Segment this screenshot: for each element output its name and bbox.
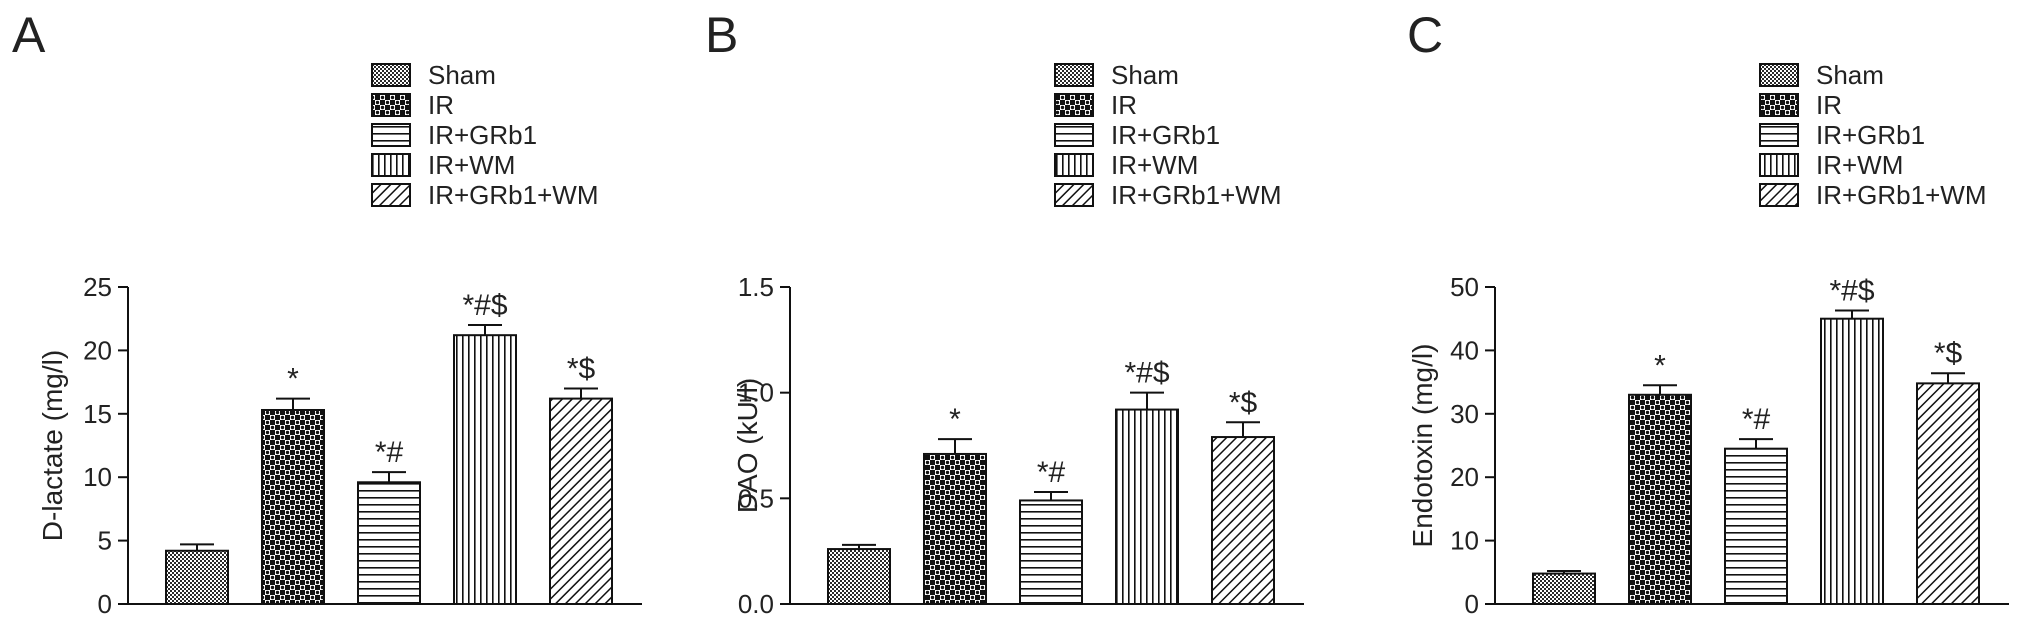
legend-label-ir-grb1: IR+GRb1 <box>1816 120 1925 150</box>
legend-label-ir: IR <box>428 90 454 120</box>
bar-ir-grb1 <box>1724 447 1788 606</box>
legend-label-ir-grb1: IR+GRb1 <box>1111 120 1220 150</box>
bar-ir-grb1 <box>357 481 421 605</box>
significance-label-ir-grb1: *# <box>1742 403 1771 436</box>
bar-sham <box>1532 572 1596 605</box>
y-tick-label: 20 <box>1450 462 1479 492</box>
legend-swatch-ir-wm <box>1759 153 1799 177</box>
y-tick-label: 1.5 <box>738 272 774 302</box>
bar-ir-wm <box>453 334 517 605</box>
y-tick-label: 20 <box>83 335 112 365</box>
legend-label-sham: Sham <box>1111 60 1179 90</box>
bar-ir-grb1-wm <box>1916 382 1980 606</box>
legend-swatch-ir-wm <box>1054 153 1094 177</box>
y-tick-label: 25 <box>83 272 112 302</box>
legend-swatch-ir-grb1-wm <box>371 183 411 207</box>
y-tick-label: 40 <box>1450 335 1479 365</box>
y-tick-label: 0.0 <box>738 589 774 619</box>
legend-label-sham: Sham <box>1816 60 1884 90</box>
legend-swatch-sham <box>1054 63 1094 87</box>
bar-sham <box>827 548 891 606</box>
bar-ir-wm <box>1820 317 1884 605</box>
legend-label-ir-wm: IR+WM <box>428 150 515 180</box>
legend-label-ir-grb1-wm: IR+GRb1+WM <box>1111 180 1282 210</box>
y-axis-title: D-lactate (mg/l) <box>37 350 68 541</box>
significance-label-ir-grb1-wm: *$ <box>1934 337 1963 370</box>
y-tick-label: 50 <box>1450 272 1479 302</box>
legend-label-ir-grb1: IR+GRb1 <box>428 120 537 150</box>
legend-label-ir: IR <box>1111 90 1137 120</box>
legend-swatch-ir <box>1759 93 1799 117</box>
significance-label-ir-grb1-wm: *$ <box>567 352 596 385</box>
y-tick-label: 30 <box>1450 399 1479 429</box>
y-tick-label: 15 <box>83 399 112 429</box>
y-tick-label: 0 <box>98 589 112 619</box>
significance-label-ir: * <box>949 403 961 436</box>
legend-swatch-ir-grb1 <box>1759 123 1799 147</box>
legend-label-sham: Sham <box>428 60 496 90</box>
legend-swatch-sham <box>371 63 411 87</box>
y-tick-label: 10 <box>1450 526 1479 556</box>
y-axis-title: Endotoxin (mg/l) <box>1407 344 1438 548</box>
legend-label-ir-grb1-wm: IR+GRb1+WM <box>428 180 599 210</box>
bar-ir <box>923 452 987 605</box>
legend-swatch-ir <box>371 93 411 117</box>
significance-label-ir: * <box>287 363 299 396</box>
significance-label-ir-wm: *#$ <box>1829 274 1874 307</box>
legend-swatch-ir <box>1054 93 1094 117</box>
legend-label-ir: IR <box>1816 90 1842 120</box>
significance-label-ir-wm: *#$ <box>1124 357 1169 390</box>
significance-label-ir-wm: *#$ <box>462 289 507 322</box>
legend-label-ir-wm: IR+WM <box>1816 150 1903 180</box>
legend-swatch-ir-grb1-wm <box>1054 183 1094 207</box>
y-tick-label: 10 <box>83 462 112 492</box>
panel-label: A <box>12 7 46 63</box>
legend-swatch-sham <box>1759 63 1799 87</box>
y-axis-title: DAO (kU/l) <box>732 378 763 513</box>
bar-ir-grb1 <box>1019 499 1083 605</box>
bar-ir-grb1-wm <box>1211 436 1275 605</box>
legend-label-ir-grb1-wm: IR+GRb1+WM <box>1816 180 1987 210</box>
significance-label-ir-grb1: *# <box>1037 456 1066 489</box>
bar-ir <box>261 408 325 605</box>
bar-ir-wm <box>1115 408 1179 605</box>
legend-label-ir-wm: IR+WM <box>1111 150 1198 180</box>
legend-swatch-ir-grb1 <box>1054 123 1094 147</box>
bar-ir <box>1628 393 1692 605</box>
y-tick-label: 0 <box>1465 589 1479 619</box>
significance-label-ir-grb1-wm: *$ <box>1229 386 1258 419</box>
y-tick-label: 1.0 <box>738 378 774 408</box>
panel-label: C <box>1407 7 1443 63</box>
legend-swatch-ir-wm <box>371 153 411 177</box>
legend-swatch-ir-grb1-wm <box>1759 183 1799 207</box>
y-tick-label: 5 <box>98 526 112 556</box>
bar-sham <box>165 549 229 606</box>
legend-swatch-ir-grb1 <box>371 123 411 147</box>
y-tick-label: 0.5 <box>738 483 774 513</box>
bar-ir-grb1-wm <box>549 397 613 606</box>
significance-label-ir: * <box>1654 349 1666 382</box>
significance-label-ir-grb1: *# <box>375 436 404 469</box>
panel-label: B <box>705 7 738 63</box>
